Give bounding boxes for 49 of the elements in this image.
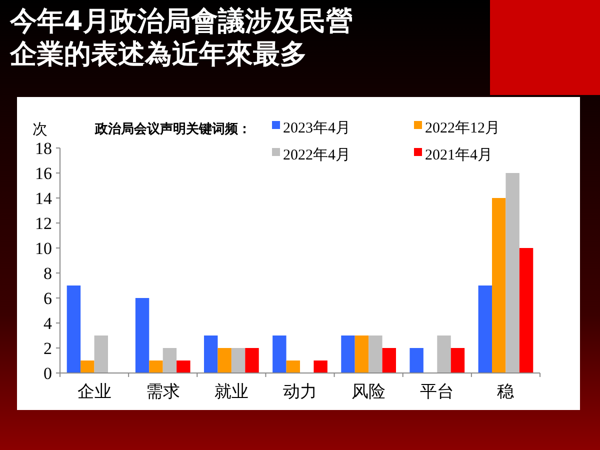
- x-tick-label: 企业: [77, 382, 112, 401]
- y-tick-label: 4: [44, 314, 52, 333]
- bar: [341, 336, 355, 373]
- bar: [66, 286, 81, 373]
- x-tick-label: 就业: [214, 382, 248, 401]
- bar: [218, 348, 232, 373]
- x-tick-label: 平台: [420, 382, 454, 401]
- bar: [382, 348, 396, 373]
- bar: [492, 198, 506, 373]
- bar: [231, 348, 246, 373]
- bar: [506, 173, 520, 373]
- legend-label: 2023年4月: [283, 119, 350, 136]
- legend-label: 2022年4月: [283, 146, 350, 164]
- bar: [204, 336, 218, 373]
- y-tick-label: 2: [44, 338, 52, 358]
- x-tick-label: 动力: [283, 382, 317, 401]
- legend-title: 政治局会议声明关键词频：: [94, 121, 251, 136]
- bar: [314, 360, 328, 373]
- x-tick-label: 风险: [352, 382, 386, 401]
- x-tick-label: 稳: [497, 382, 514, 401]
- y-tick-label: 6: [44, 288, 52, 308]
- y-tick-label: 18: [35, 138, 52, 158]
- legend-label: 2022年12月: [425, 119, 500, 136]
- y-tick-label: 14: [35, 188, 52, 208]
- bar: [478, 286, 492, 373]
- y-tick-label: 0: [44, 364, 52, 383]
- bar: [176, 360, 190, 373]
- bar: [368, 336, 382, 373]
- bar: [162, 348, 177, 373]
- chart-title: 今年4月政治局會議涉及民營企業的表述為近年來最多: [9, 6, 353, 70]
- bar: [286, 360, 300, 373]
- bar: [272, 336, 286, 373]
- bar: [437, 336, 451, 373]
- y-axis-title: 次: [32, 122, 48, 138]
- legend-label: 2021年4月: [425, 146, 492, 164]
- bar: [354, 336, 369, 373]
- bar: [94, 336, 108, 373]
- y-tick-label: 10: [35, 238, 52, 258]
- bar: [450, 348, 465, 373]
- bar: [519, 248, 534, 373]
- bar: [245, 348, 259, 373]
- bar: [410, 348, 424, 373]
- bar: [135, 298, 150, 373]
- x-tick-label: 需求: [146, 382, 180, 401]
- y-tick-label: 12: [35, 214, 52, 233]
- y-tick-label: 8: [44, 264, 52, 283]
- bar: [149, 360, 163, 373]
- y-tick-label: 16: [35, 164, 52, 183]
- bar: [80, 360, 94, 373]
